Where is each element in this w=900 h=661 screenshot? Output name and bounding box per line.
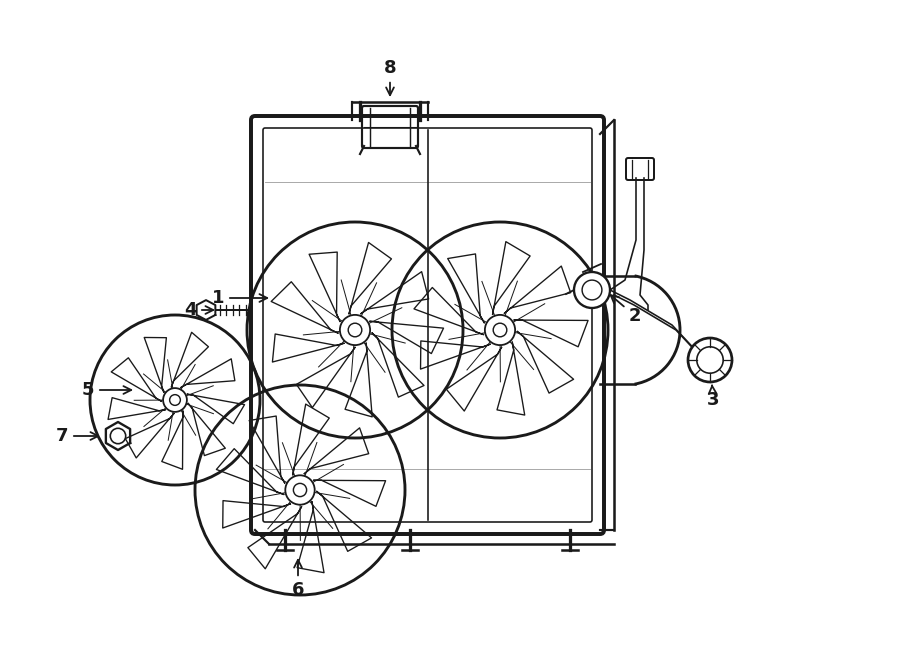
Circle shape: [688, 338, 732, 382]
Circle shape: [293, 483, 307, 496]
Text: 2: 2: [610, 295, 641, 325]
Text: 8: 8: [383, 59, 396, 95]
Text: 1: 1: [212, 289, 267, 307]
Text: 6: 6: [292, 560, 304, 599]
Circle shape: [574, 272, 610, 308]
Text: 3: 3: [706, 385, 719, 409]
Text: 5: 5: [82, 381, 131, 399]
Circle shape: [493, 323, 507, 337]
Circle shape: [348, 323, 362, 337]
Text: 4: 4: [184, 301, 213, 319]
Text: 7: 7: [56, 427, 98, 445]
Circle shape: [111, 428, 126, 444]
Circle shape: [169, 395, 180, 405]
